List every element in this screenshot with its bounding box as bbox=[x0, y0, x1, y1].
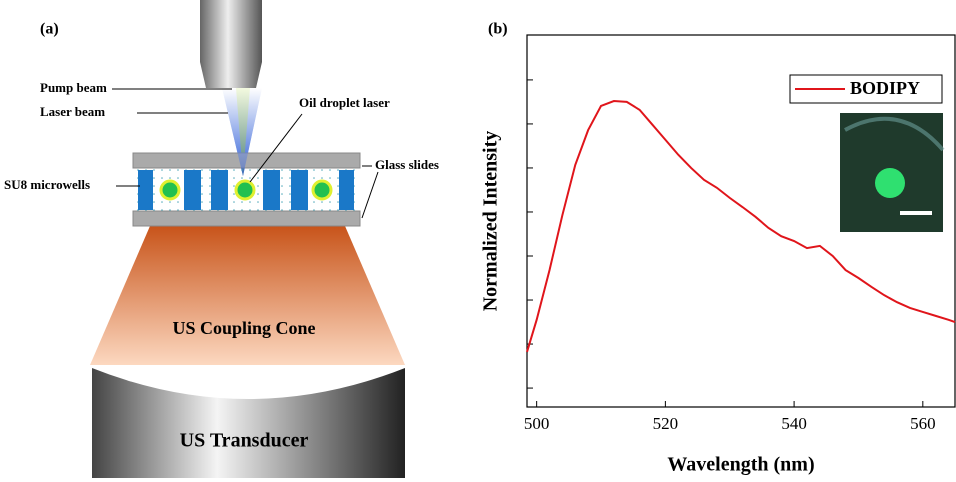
objective-tip bbox=[200, 62, 262, 88]
y-axis-title: Normalized Intensity bbox=[480, 131, 502, 312]
x-tick-label: 500 bbox=[524, 414, 550, 433]
objective bbox=[200, 0, 262, 62]
label: Laser beam bbox=[40, 104, 105, 119]
chart: (b) Wavelength (nm) Normalized Intensity… bbox=[480, 21, 955, 476]
x-tick-label: 560 bbox=[910, 414, 936, 433]
transducer bbox=[92, 368, 405, 478]
x-axis-title: Wavelength (nm) bbox=[667, 454, 814, 476]
label: US Transducer bbox=[180, 430, 309, 452]
coupling-cone bbox=[90, 226, 405, 365]
legend-label: BODIPY bbox=[850, 78, 920, 98]
label: Glass slides bbox=[375, 157, 439, 172]
label: Pump beam bbox=[40, 80, 107, 95]
figure: (a) Pump beam Laser beam Oil droplet las… bbox=[0, 0, 956, 482]
label: SU8 microwells bbox=[4, 177, 90, 192]
panel-label: (a) bbox=[40, 21, 59, 38]
diagram: (a) Pump beam Laser beam Oil droplet las… bbox=[4, 0, 439, 478]
x-tick-label: 520 bbox=[653, 414, 679, 433]
inset-droplet bbox=[875, 168, 905, 198]
glass-slide bbox=[133, 211, 360, 226]
label: Oil droplet laser bbox=[299, 95, 390, 110]
panel-label: (b) bbox=[488, 21, 508, 38]
scale-bar bbox=[900, 211, 932, 215]
x-tick-label: 540 bbox=[781, 414, 807, 433]
label: US Coupling Cone bbox=[172, 318, 315, 338]
